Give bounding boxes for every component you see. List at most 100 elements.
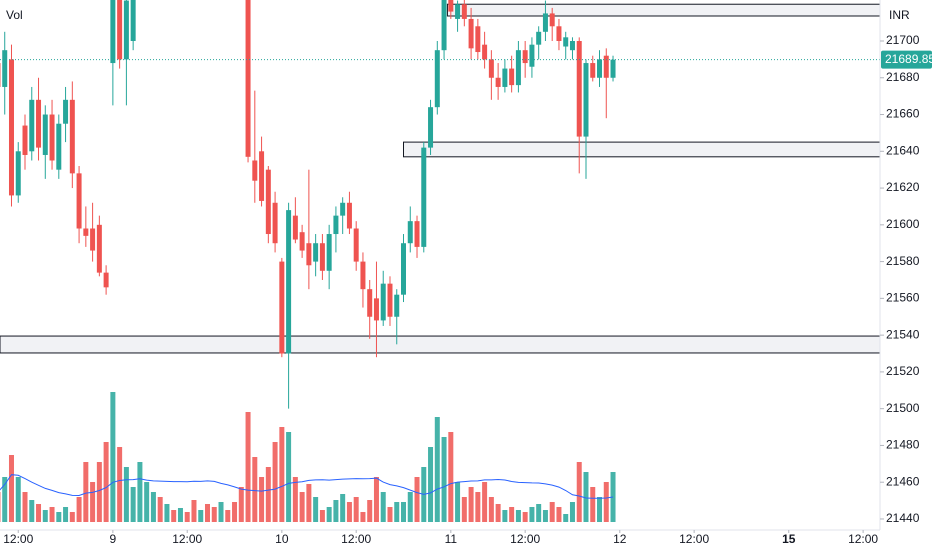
candle-body (103, 272, 109, 288)
candle-body (69, 99, 75, 174)
volume-bar (509, 507, 515, 522)
candle-body (15, 151, 21, 196)
y-tick-label: 21640 (886, 143, 920, 157)
x-tick-label: 12:00 (679, 532, 709, 546)
volume-bar (401, 502, 407, 522)
volume-bar (536, 504, 542, 522)
volume-bar (380, 492, 386, 522)
volume-bar (279, 427, 285, 522)
volume-bar (83, 462, 89, 522)
x-tick-label: 11 (445, 532, 458, 546)
candle-body (130, 0, 136, 41)
candle-body (576, 40, 582, 137)
candle-body (306, 243, 312, 266)
candle-body (353, 228, 359, 262)
candle-body (2, 50, 8, 87)
candle-body (590, 63, 596, 78)
volume-bar (110, 392, 116, 522)
y-tick-label: 21580 (886, 254, 920, 268)
candle-body (96, 224, 102, 273)
candle-body (259, 151, 265, 201)
candle-body (401, 243, 407, 295)
volume-bar (313, 497, 319, 522)
candle-body (529, 44, 535, 67)
zone (0, 335, 880, 354)
y-tick-label: 21480 (886, 438, 920, 452)
candle-body (110, 0, 116, 64)
volume-bar (272, 442, 278, 522)
volume-bar (238, 487, 244, 522)
candle-body (414, 221, 420, 247)
volume-bar (603, 482, 609, 522)
candle-body (22, 125, 28, 155)
candle-body (583, 63, 589, 137)
volume-bar (15, 477, 21, 522)
candle-body (482, 44, 488, 60)
volume-bar (522, 512, 528, 522)
candle-body (326, 234, 332, 271)
volume-bar (69, 512, 75, 522)
candle-body (286, 210, 292, 354)
y-tick-label: 21500 (886, 401, 920, 415)
volume-bar (56, 512, 62, 522)
volume-bar (488, 497, 494, 522)
zone (403, 141, 880, 158)
volume-bar (204, 504, 210, 522)
y-tick-label: 21600 (886, 217, 920, 231)
volume-bar (353, 497, 359, 522)
candle-body (42, 114, 48, 155)
y-tick-label: 21660 (886, 107, 920, 121)
candle-body (380, 283, 386, 321)
volume-bar (130, 487, 136, 522)
volume-bar (137, 462, 143, 522)
volume-bar (326, 507, 332, 522)
candle-body (56, 123, 62, 170)
y-tick-label: 21620 (886, 180, 920, 194)
volume-bar (306, 484, 312, 522)
currency-label: INR (889, 8, 910, 22)
y-tick-label: 21460 (886, 474, 920, 488)
candle-body (252, 160, 258, 181)
candle-body (63, 99, 69, 124)
plot-area (0, 0, 880, 522)
volume-bar (583, 472, 589, 522)
volume-bar (482, 482, 488, 522)
x-tick-label: 9 (110, 532, 117, 546)
candle-body (29, 99, 35, 152)
candle-body (367, 289, 373, 317)
volume-bar (319, 510, 325, 522)
candle-body (117, 0, 123, 60)
candle-body (292, 215, 298, 240)
candle-body (434, 50, 440, 108)
volume-bar (286, 432, 292, 522)
volume-bar (448, 432, 454, 522)
candle-body (76, 173, 82, 229)
candle-body (536, 31, 542, 45)
candle-body (495, 77, 501, 87)
volume-bar (373, 477, 379, 522)
candle-body (265, 169, 271, 235)
candle-body (610, 59, 616, 78)
volume-bar (144, 482, 150, 522)
volume-bar (63, 507, 69, 522)
volume-bar (299, 492, 305, 522)
candle-body (428, 107, 434, 148)
candle-body (455, 4, 461, 19)
candle-body (272, 202, 278, 244)
volume-bar (576, 462, 582, 522)
volume-bar (475, 492, 481, 522)
candle-body (394, 294, 400, 317)
volume-bar (414, 477, 420, 522)
candle-body (563, 37, 569, 47)
candle-body (340, 202, 346, 216)
volume-bar (441, 437, 447, 522)
x-tick-label: 12 (613, 532, 627, 546)
candle-body (49, 114, 55, 161)
candle-body (346, 202, 352, 229)
volume-bar (590, 487, 596, 522)
volume-bar (218, 502, 224, 522)
volume-bar (515, 510, 521, 522)
volume-bar (394, 502, 400, 522)
candle-body (468, 18, 474, 49)
candle-body (387, 283, 393, 317)
